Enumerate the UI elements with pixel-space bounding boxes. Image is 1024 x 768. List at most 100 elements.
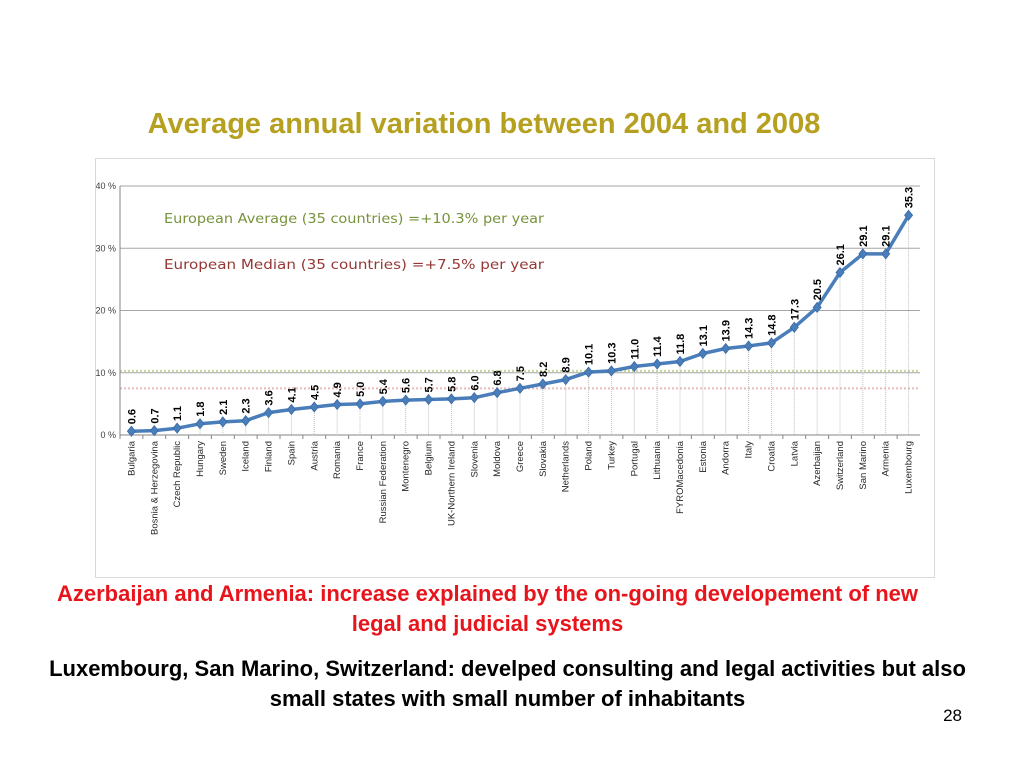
data-label: 4.5 (309, 385, 321, 400)
grid-lines (120, 185, 920, 374)
data-label: 11.0 (629, 339, 641, 360)
slide-title: Average annual variation between 2004 an… (147, 108, 821, 140)
data-label: 3.6 (264, 390, 276, 405)
x-tick-label: Russian Federation (378, 441, 389, 523)
data-label: 20.5 (812, 279, 824, 300)
data-label: 7.5 (515, 366, 527, 381)
data-point (515, 382, 525, 394)
data-point (629, 360, 639, 373)
x-tick-label: Portugal (629, 441, 640, 476)
x-tick-label: Slovenia (469, 440, 480, 477)
x-tick-label: Poland (584, 441, 595, 471)
x-tick-label: Azerbaijan (812, 441, 823, 486)
y-tick-label: 40 % (96, 181, 116, 191)
data-point (766, 337, 776, 349)
data-label: 2.3 (241, 398, 253, 413)
data-point (332, 398, 342, 411)
annotation-median: European Median (35 countries) =+7.5% pe… (164, 257, 544, 273)
x-tick-label: Lithuania (652, 440, 663, 479)
data-point (538, 378, 548, 390)
x-tick-label: Sweden (218, 441, 229, 475)
data-point (606, 365, 616, 377)
x-tick-label: Belgium (424, 441, 435, 475)
data-label: 11.4 (652, 335, 664, 357)
x-tick-label: Montenegro (401, 441, 412, 492)
page-number: 28 (943, 706, 962, 725)
x-tick-label: Bulgaria (126, 440, 137, 476)
data-label: 8.2 (538, 362, 550, 377)
data-point (264, 406, 274, 419)
x-tick-label: Latvia (789, 440, 800, 466)
x-tick-label: Italy (744, 441, 755, 459)
data-point (652, 358, 662, 370)
x-tick-label: Spain (286, 441, 297, 465)
y-tick-label: 30 % (96, 243, 116, 253)
data-label: 11.8 (675, 334, 687, 355)
data-label: 29.1 (858, 225, 870, 246)
data-point (424, 393, 434, 406)
line-chart: 0 % 10 % 20 % 30 % 40 % Bulgaria Bosnia & Herz… (96, 181, 920, 535)
data-point (812, 301, 822, 314)
x-tick-label: Netherlands (561, 441, 572, 492)
data-point (446, 393, 456, 405)
data-point (744, 340, 754, 352)
x-tick-label: Croatia (766, 440, 777, 471)
data-label: 35.3 (904, 187, 916, 208)
x-tick-label: Hungary (195, 441, 206, 477)
data-label: 2.1 (218, 400, 230, 415)
data-point (721, 342, 731, 355)
data-point (355, 398, 365, 410)
data-label: 1.1 (172, 406, 184, 421)
x-tick-label: UK-Northern Ireland (446, 441, 457, 526)
data-point (378, 395, 388, 408)
x-tick-label: Switzerland (835, 441, 846, 490)
caption-small-states: Luxembourg, San Marino, Switzerland: dev… (49, 656, 966, 711)
y-tick-label: 20 % (96, 306, 116, 316)
data-point (789, 321, 799, 333)
data-label: 10.3 (606, 342, 618, 363)
data-point (218, 416, 228, 428)
chart-frame: 0 % 10 % 20 % 30 % 40 % Bulgaria Bosnia & Herz… (95, 158, 935, 578)
data-label: 13.9 (721, 320, 733, 341)
data-label: 5.4 (378, 378, 390, 394)
x-tick-label: Estonia (698, 440, 709, 472)
x-tick-label: Bosnia & Herzegovina (149, 440, 160, 535)
data-point (172, 422, 182, 434)
data-point (469, 392, 479, 404)
x-tick-label: FYROMacedonia (675, 440, 686, 514)
axes: 0 % 10 % 20 % 30 % 40 % Bulgaria Bosnia & Herz… (96, 181, 920, 535)
x-tick-label: Slovakia (538, 440, 549, 477)
data-labels: 0.6 0.7 1.1 1.8 2.1 2.3 3.6 4.1 4.5 4.9 5.0 5.4 5.6 5… (126, 187, 915, 424)
data-label: 6.0 (469, 375, 481, 390)
data-label: 6.8 (492, 370, 504, 385)
data-point (675, 355, 685, 368)
data-point (149, 425, 159, 437)
drop-lines (130, 215, 910, 435)
data-point (195, 418, 205, 430)
data-point (126, 425, 136, 437)
data-point (835, 266, 845, 279)
x-tick-label: Czech Republic (172, 441, 183, 508)
data-label: 8.9 (561, 357, 573, 372)
data-point (584, 366, 594, 378)
x-tick-label: Finland (264, 441, 275, 472)
data-point (858, 248, 868, 260)
data-label: 5.8 (446, 377, 458, 392)
y-tick-label: 10 % (96, 368, 116, 378)
x-tick-label: Greece (515, 441, 526, 472)
data-label: 5.6 (401, 378, 413, 393)
data-label: 10.1 (584, 344, 596, 365)
data-label: 1.8 (195, 401, 207, 416)
x-tick-label: Austria (309, 440, 320, 470)
data-label: 5.7 (424, 377, 436, 392)
data-point (286, 403, 296, 416)
x-tick-label: Romania (332, 440, 343, 479)
data-label: 4.9 (332, 382, 344, 397)
data-point (309, 401, 319, 413)
data-label: 14.3 (744, 318, 756, 339)
data-label: 14.8 (766, 314, 778, 335)
series-markers (126, 209, 914, 437)
x-tick-label: Luxembourg (904, 441, 915, 494)
x-tick-label: Turkey (606, 441, 617, 470)
x-tick-label: Moldova (492, 440, 503, 477)
